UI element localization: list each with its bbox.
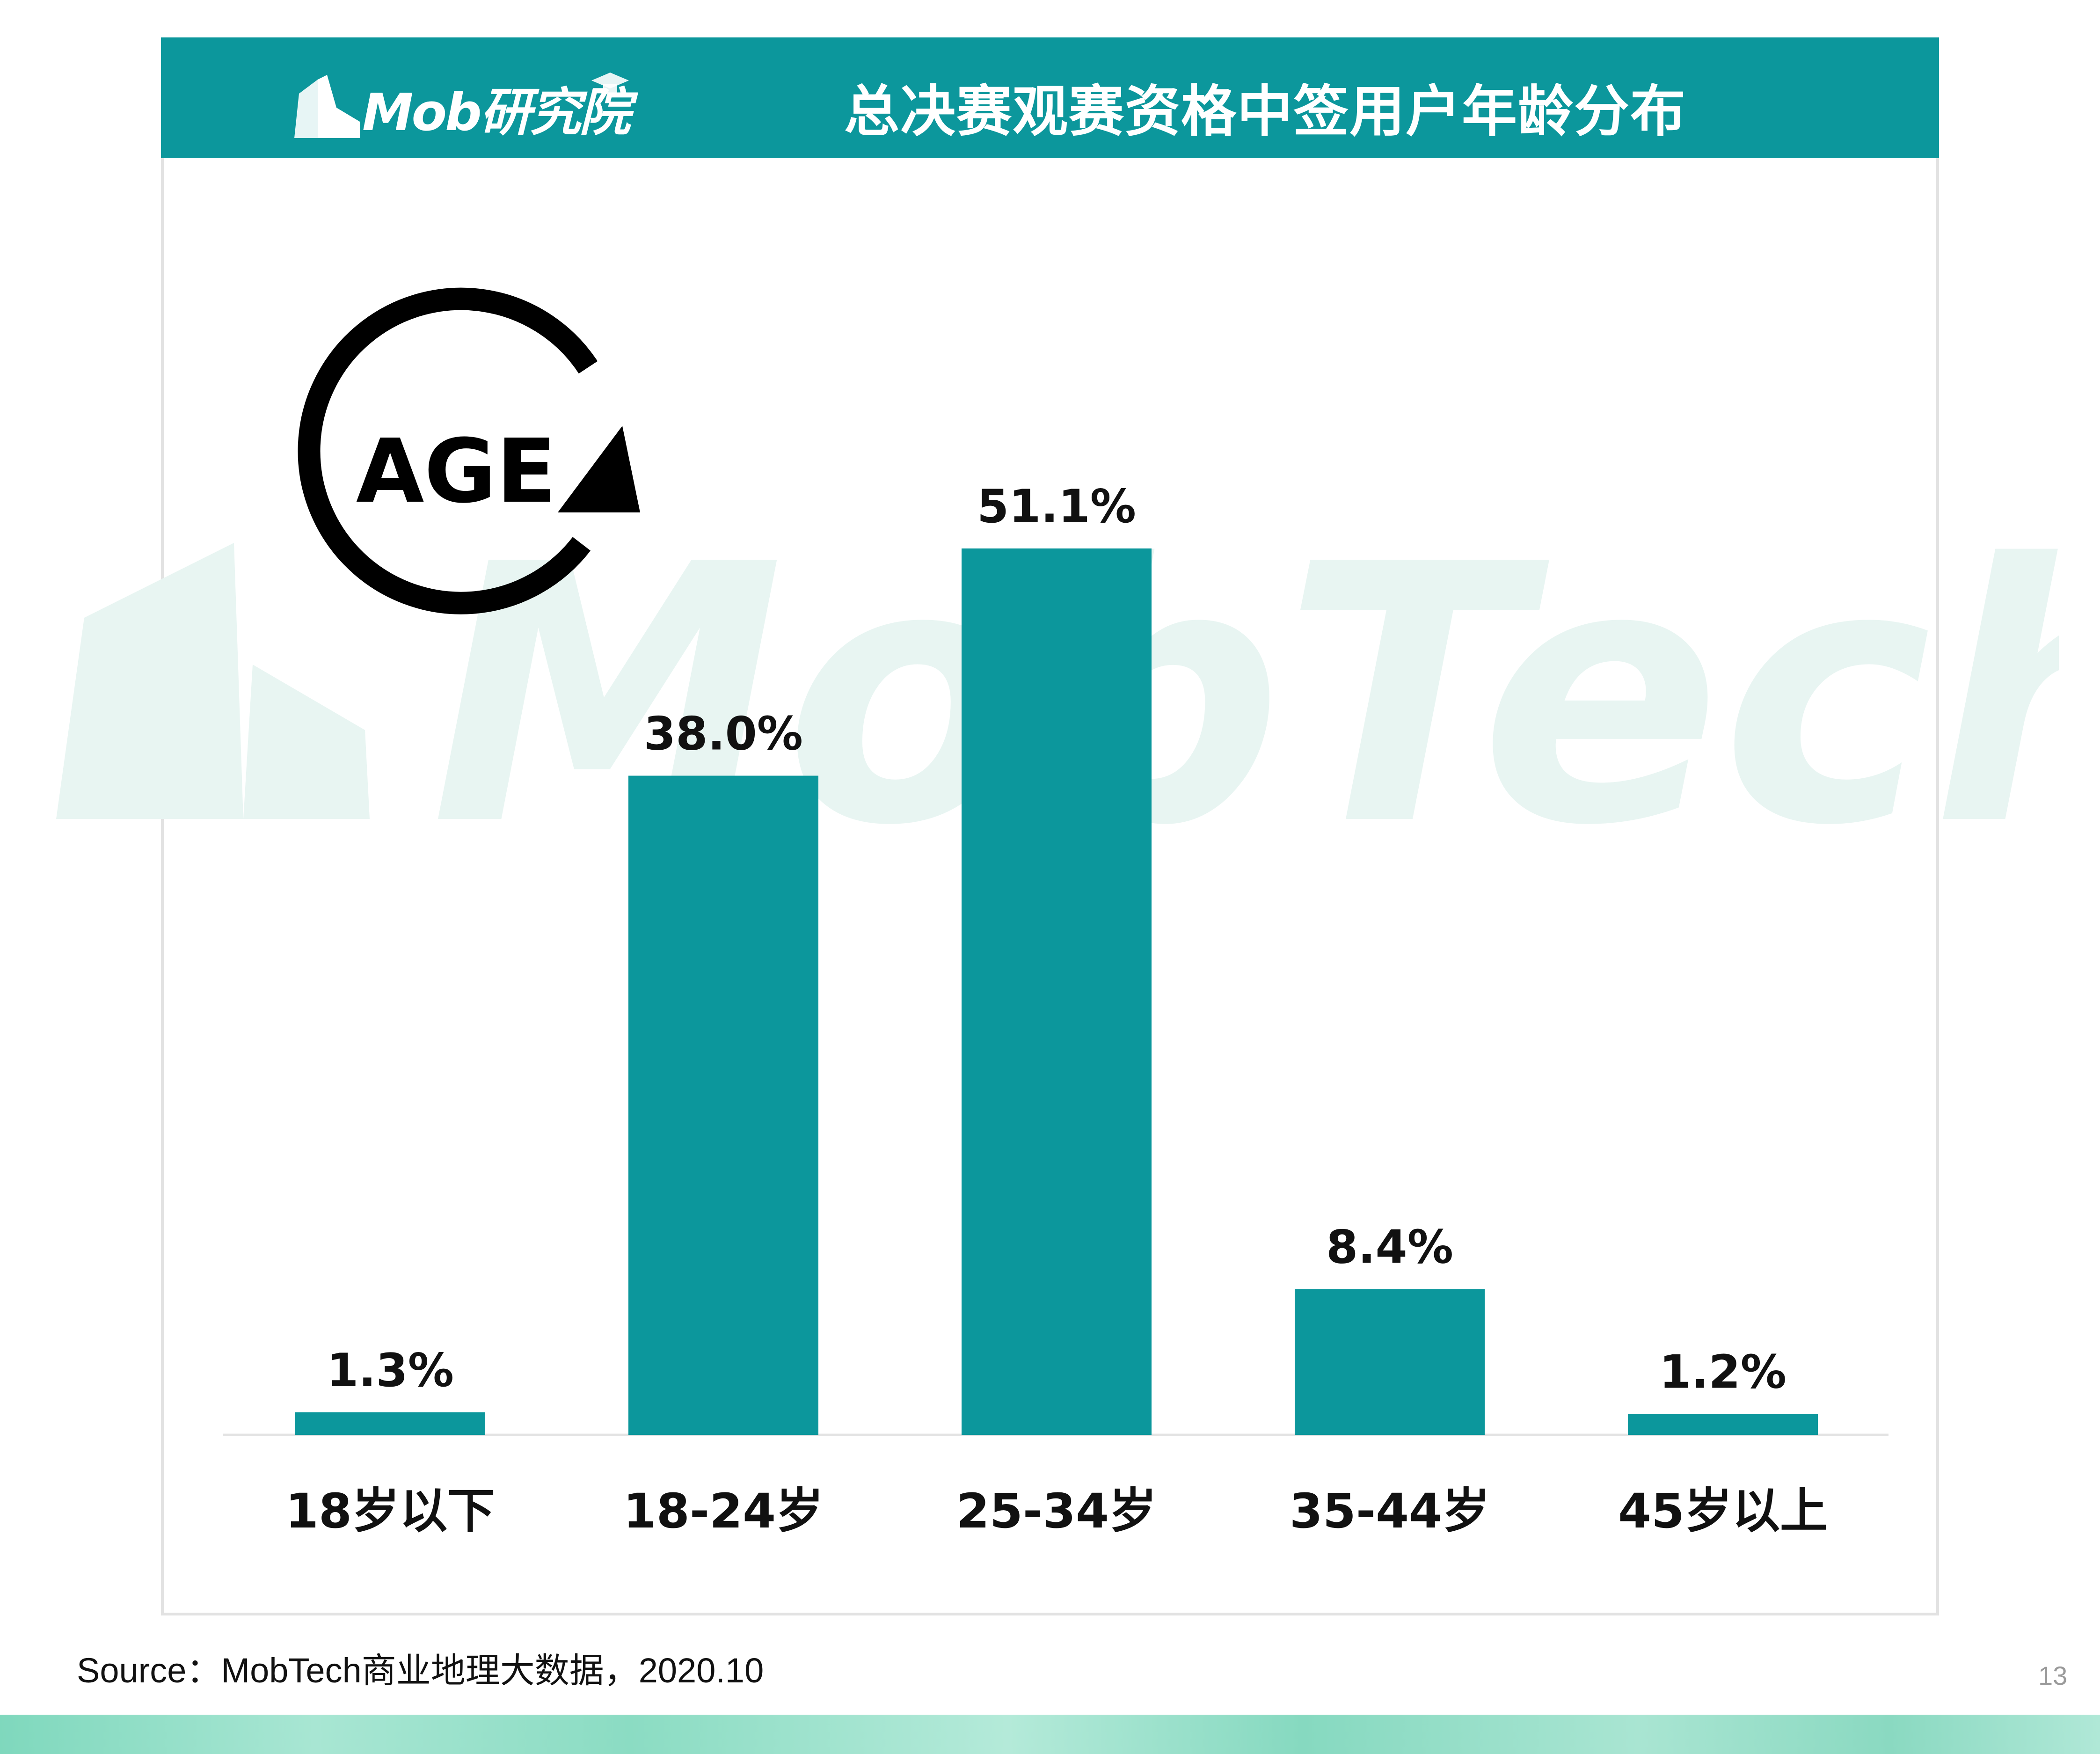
bar-2 [962, 548, 1152, 1435]
mob-research-logo: Mob研究院 [290, 51, 645, 145]
bar-value-label-2: 51.1% [977, 480, 1136, 534]
age-cycle-icon: AGE [298, 287, 640, 614]
footer-decorative-bar [0, 1715, 2100, 1754]
category-label-4: 45岁以上 [1618, 1484, 1828, 1539]
page-number: 13 [2038, 1661, 2068, 1690]
category-label-2: 25-34岁 [956, 1484, 1157, 1539]
bar-value-label-1: 38.0% [644, 708, 803, 761]
header-bar: Mob研究院 总决赛观赛资格中签用户年龄分布 [161, 37, 1939, 158]
bar-0 [295, 1412, 485, 1435]
bar-4 [1628, 1414, 1818, 1435]
logo-text: Mob研究院 [362, 82, 631, 142]
bar-value-label-4: 1.2% [1659, 1346, 1786, 1399]
bar-value-label-3: 8.4% [1326, 1221, 1453, 1274]
category-label-3: 35-44岁 [1290, 1484, 1490, 1539]
graduation-cap-icon [591, 73, 629, 93]
age-label: AGE [356, 420, 556, 523]
bar-1 [628, 775, 818, 1435]
category-label-1: 18-24岁 [623, 1484, 824, 1539]
mob-logo-icon [294, 75, 360, 138]
chart-title: 总决赛观赛资格中签用户年龄分布 [844, 79, 1687, 144]
source-note: Source：MobTech商业地理大数据，2020.10 [77, 1651, 764, 1690]
bar-3 [1295, 1289, 1485, 1435]
bar-value-label-0: 1.3% [327, 1344, 454, 1397]
category-label-0: 18岁以下 [285, 1484, 495, 1539]
